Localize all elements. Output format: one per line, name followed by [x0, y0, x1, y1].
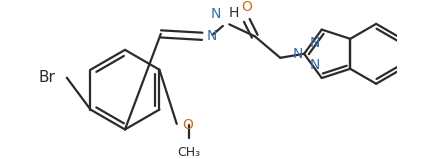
Text: N: N [292, 47, 302, 61]
Text: O: O [182, 118, 193, 132]
Text: CH₃: CH₃ [177, 146, 200, 159]
Text: Br: Br [39, 70, 55, 85]
Text: N: N [310, 36, 320, 50]
Text: N: N [210, 7, 221, 21]
Text: H: H [229, 6, 239, 20]
Text: N: N [207, 29, 217, 43]
Text: O: O [241, 0, 252, 14]
Text: N: N [310, 58, 320, 72]
